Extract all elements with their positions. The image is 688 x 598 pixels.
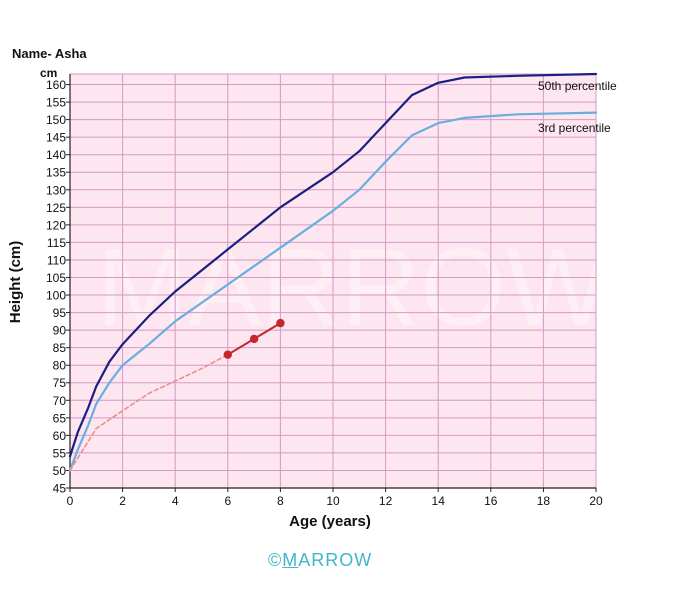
x-axis-title: Age (years) [289, 513, 371, 530]
brand-logo: ©MARROW [268, 550, 372, 571]
label-50th-percentile: 50th percentile [538, 79, 617, 93]
y-tick-label: 115 [47, 236, 66, 250]
y-tick-label: 60 [53, 429, 67, 443]
x-tick-label: 2 [119, 494, 126, 508]
x-tick-label: 4 [172, 494, 179, 508]
brand-rest: ARROW [298, 550, 373, 570]
y-tick-label: 45 [53, 482, 67, 496]
x-tick-label: 0 [67, 494, 74, 508]
copyright-symbol: © [268, 550, 283, 570]
y-tick-label: 145 [46, 131, 66, 145]
y-unit-label: cm [40, 66, 58, 80]
x-tick-label: 14 [432, 494, 446, 508]
patient-data-point [276, 318, 285, 328]
patient-data-point [249, 334, 259, 344]
y-tick-label: 75 [53, 376, 67, 390]
y-tick-label: 100 [46, 289, 66, 303]
labels-layer: 50th percentile 3rd percentile [538, 79, 617, 135]
y-tick-label: 120 [46, 218, 66, 232]
y-axis-title: Height (cm) [7, 241, 24, 324]
x-tick-label: 10 [326, 494, 340, 508]
series-patient-estimated [69, 353, 229, 472]
y-tick-label: 140 [46, 148, 66, 162]
y-tick-label: 85 [53, 341, 67, 355]
series-50th-percentile [68, 72, 598, 458]
y-tick-label: 95 [53, 306, 67, 320]
axes: 0 2 4 6 8 10 12 14 16 18 20 45 50 55 60 65 70 75 80 85 90 95 1… [7, 74, 603, 530]
y-tick-label: 65 [53, 411, 67, 425]
y-tick-label: 160 [46, 78, 66, 92]
y-tick-label: 125 [46, 201, 66, 215]
x-tick-label: 20 [589, 494, 603, 508]
x-tick-label: 6 [224, 494, 231, 508]
chart-name-label: Name- Asha [12, 46, 87, 61]
brand-first-letter: M [282, 550, 299, 570]
y-tick-label: 155 [46, 96, 66, 110]
y-tick-label: 150 [46, 113, 66, 127]
y-tick-label: 55 [53, 446, 67, 460]
x-tick-label: 8 [277, 494, 284, 508]
x-tick-label: 12 [379, 494, 393, 508]
patient-data-point [223, 350, 232, 359]
y-tick-label: 110 [47, 253, 66, 267]
y-tick-label: 135 [46, 166, 66, 180]
y-tick-label: 90 [53, 324, 67, 338]
y-tick-label: 130 [46, 183, 66, 197]
y-tick-label: 105 [46, 271, 66, 285]
x-tick-label: 18 [537, 494, 551, 508]
y-tick-label: 80 [53, 359, 67, 373]
label-3rd-percentile: 3rd percentile [538, 121, 611, 135]
x-tick-label: 16 [484, 494, 498, 508]
series-3rd-percentile [68, 111, 598, 472]
y-tick-label: 50 [53, 464, 67, 478]
series-layer [68, 72, 598, 472]
y-tick-label: 70 [53, 394, 67, 408]
